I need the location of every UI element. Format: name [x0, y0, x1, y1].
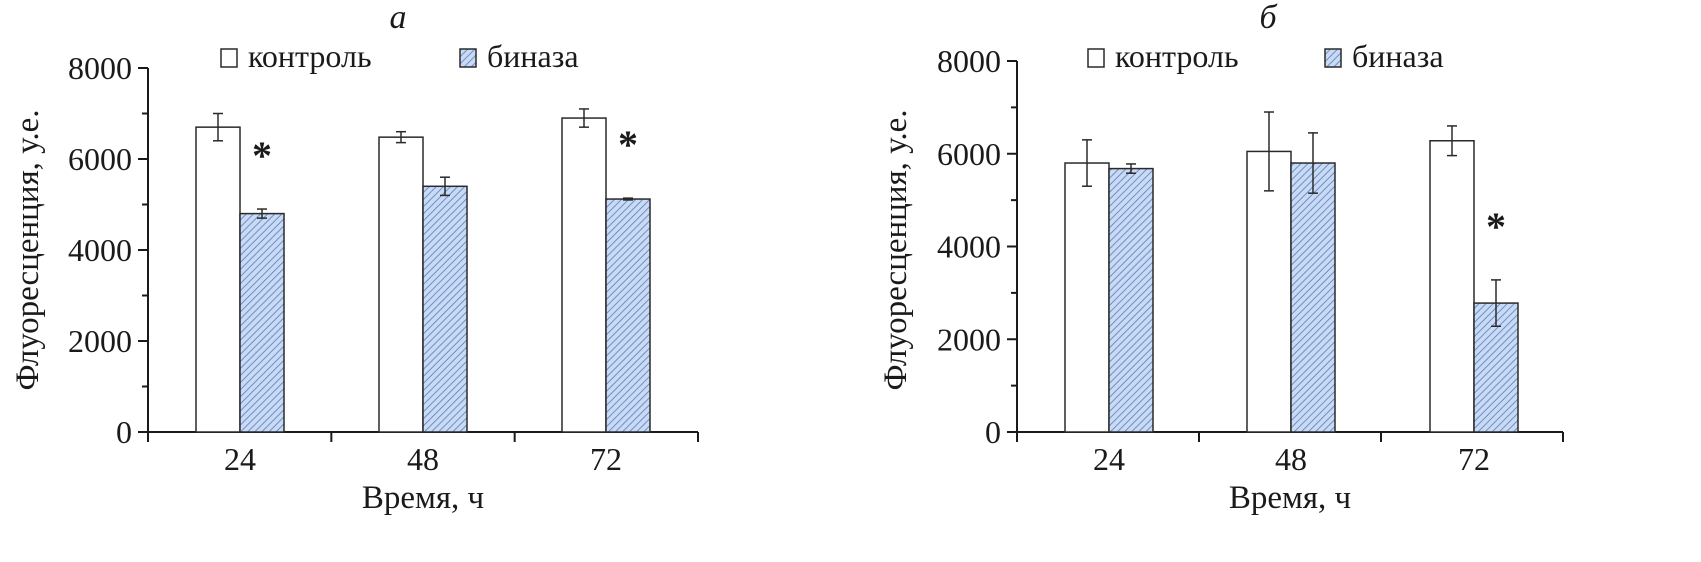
x-tick-label: 24 — [224, 441, 256, 477]
chart-panel-0: а 0 2000 4000 6000 8000 24 48 72 Время, ч Флуоресц… — [10, 0, 699, 516]
y-tick-label: 4000 — [937, 229, 1001, 265]
bar-control — [1429, 140, 1475, 433]
legend-label: контроль — [248, 38, 372, 74]
x-tick-label: 24 — [1093, 441, 1125, 477]
legend-swatch-binase — [1324, 48, 1342, 68]
x-tick-label: 72 — [590, 441, 622, 477]
legend-label: контроль — [1115, 38, 1239, 74]
y-tick-label: 0 — [116, 414, 132, 450]
x-tick-label: 48 — [407, 441, 439, 477]
y-tick-label: 6000 — [68, 141, 132, 177]
y-axis-title: Флуоресценция, у.е. — [10, 110, 46, 391]
y-tick-label: 6000 — [937, 136, 1001, 172]
legend-label: биназа — [1352, 38, 1444, 74]
bar-control — [1246, 150, 1292, 433]
x-tick-label: 72 — [1458, 441, 1490, 477]
x-axis-title: Время, ч — [362, 480, 484, 516]
bar-binase — [239, 212, 285, 433]
legend-swatch-binase — [459, 48, 477, 68]
panel-label: а — [390, 0, 407, 36]
bar-binase — [605, 198, 651, 433]
bar-binase — [422, 185, 468, 433]
legend-label: биназа — [487, 38, 579, 74]
y-tick-label: 8000 — [68, 50, 132, 86]
y-tick-label: 2000 — [937, 321, 1001, 357]
bar-control — [378, 136, 424, 433]
bar-control — [195, 126, 241, 433]
y-tick-label: 2000 — [68, 323, 132, 359]
x-tick-label: 48 — [1275, 441, 1307, 477]
y-axis-title: Флуоресценция, у.е. — [878, 110, 914, 391]
x-axis-title: Время, ч — [1229, 480, 1351, 516]
bar-control — [561, 117, 607, 433]
y-tick-label: 8000 — [937, 43, 1001, 79]
legend-swatch-control — [1087, 48, 1105, 68]
significance-marker: * — [618, 122, 638, 167]
y-tick-label: 4000 — [68, 232, 132, 268]
bar-binase — [1108, 167, 1154, 433]
chart-panel-1: б 0 2000 4000 6000 8000 24 48 72 Время, ч Флуоресц… — [878, 0, 1564, 516]
significance-marker: * — [252, 133, 272, 178]
legend-swatch-control — [220, 48, 238, 68]
bar-binase — [1290, 162, 1336, 433]
bar-control — [1064, 162, 1110, 433]
panel-label: б — [1259, 0, 1278, 36]
significance-marker: * — [1486, 204, 1506, 249]
y-tick-label: 0 — [985, 414, 1001, 450]
